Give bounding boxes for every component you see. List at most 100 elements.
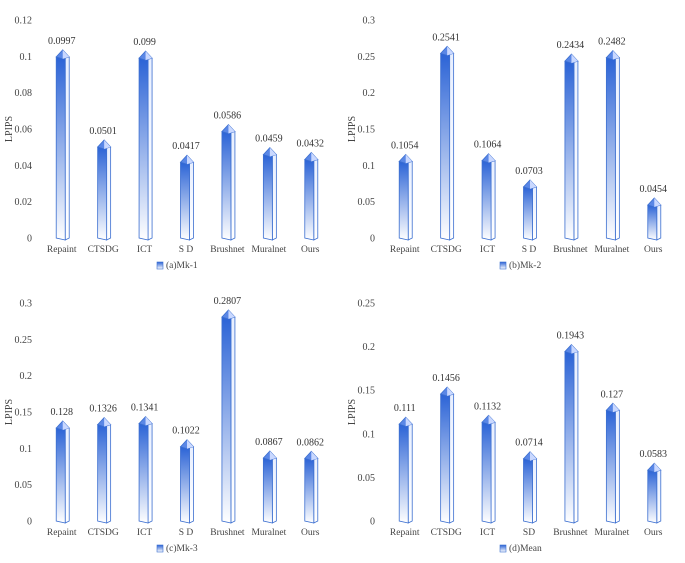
- y-tick-label: 0.15: [358, 386, 376, 397]
- y-tick-label: 0: [27, 234, 32, 245]
- bar-cap-highlight: [447, 46, 454, 56]
- bar-side: [271, 457, 277, 524]
- bar-value-label: 0.1943: [557, 331, 585, 342]
- y-tick-label: 0: [27, 517, 32, 528]
- bar-side: [313, 159, 319, 241]
- bar-cap-highlight: [654, 463, 661, 473]
- x-tick-label: Muralnet: [594, 528, 629, 538]
- x-tick-label: CTSDG: [431, 528, 462, 538]
- x-tick-label: Muralnet: [251, 528, 286, 538]
- bar-value-label: 0.0997: [48, 36, 76, 47]
- y-tick-label: 0.1: [20, 444, 33, 455]
- bar-front: [523, 186, 533, 241]
- y-tick-label: 0.3: [363, 16, 376, 27]
- x-tick-label: Ours: [644, 528, 663, 538]
- legend: (a)Mk-1: [156, 260, 198, 271]
- bar-cap: [481, 153, 496, 164]
- y-tick-label: 0.1: [20, 52, 33, 63]
- x-tick-label: Brushnet: [210, 245, 245, 255]
- bar-cap-highlight: [228, 124, 235, 134]
- y-tick-label: 0.1: [363, 429, 376, 440]
- bar: [439, 386, 455, 524]
- bar: [398, 416, 413, 524]
- y-tick-label: 0: [370, 517, 375, 528]
- bar: [55, 49, 70, 241]
- bar: [96, 139, 112, 241]
- y-tick-label: 0.04: [15, 161, 33, 172]
- bar-front: [523, 458, 533, 524]
- bar-value-label: 0.2541: [432, 32, 460, 43]
- bar-cap-highlight: [187, 155, 194, 165]
- bar-side: [532, 186, 537, 241]
- y-axis-title: LPIPS: [347, 399, 358, 425]
- bar-side: [573, 351, 579, 524]
- x-tick-label: Repaint: [390, 528, 420, 538]
- bar-front: [221, 316, 232, 524]
- chart-panel-d: LPIPS 0 0.05 0.1 0.15 0.2 0.25 0.111 Repaint 0.14…: [343, 283, 683, 563]
- bar-front: [262, 154, 273, 241]
- bar-side: [656, 204, 662, 241]
- bar: [304, 151, 319, 241]
- bar-value-label: 0.1456: [432, 373, 460, 384]
- bar-value-label: 0.1341: [131, 403, 159, 414]
- bar-side: [64, 56, 70, 241]
- bar-cap: [439, 386, 455, 397]
- bar-value-label: 0.0586: [214, 111, 242, 122]
- bar-front: [564, 351, 575, 524]
- bar-cap-highlight: [104, 139, 111, 149]
- bar-side: [490, 160, 496, 241]
- bar-cap-highlight: [269, 450, 277, 460]
- bar-front: [398, 161, 409, 241]
- bar-cap-highlight: [104, 417, 111, 427]
- bar-front: [55, 427, 66, 524]
- bar: [481, 414, 496, 524]
- bar-front: [440, 393, 451, 524]
- bar-value-label: 0.0501: [89, 126, 117, 137]
- bar-side: [106, 146, 112, 241]
- x-tick-label: Brushnet: [553, 528, 588, 538]
- bar-value-label: 0.1326: [89, 404, 117, 415]
- y-tick-label: 0.2: [363, 342, 376, 353]
- x-tick-label: ICT: [480, 528, 496, 538]
- bar-value-label: 0.127: [601, 389, 624, 400]
- bar-side: [614, 57, 620, 241]
- chart-svg-d: LPIPS 0 0.05 0.1 0.15 0.2 0.25 0.111 Repaint 0.14…: [347, 299, 667, 555]
- bar-value-label: 0.1022: [172, 426, 200, 437]
- bar: [179, 154, 195, 241]
- bar: [221, 123, 236, 241]
- bar-side: [449, 52, 455, 241]
- bar-side: [230, 316, 236, 524]
- bar-side: [271, 154, 277, 241]
- bar-side: [614, 409, 620, 524]
- y-tick-label: 0.12: [15, 16, 33, 27]
- x-tick-label: Brushnet: [210, 528, 245, 538]
- bar-side: [189, 446, 194, 524]
- bar-side: [490, 421, 496, 524]
- bar: [647, 462, 662, 524]
- bar: [262, 450, 278, 524]
- bar-cap-highlight: [488, 415, 496, 425]
- x-tick-label: Ours: [644, 245, 663, 255]
- bar: [605, 402, 621, 524]
- x-tick-label: CTSDG: [431, 245, 462, 255]
- bar-cap-highlight: [530, 179, 537, 189]
- bar-front: [55, 56, 66, 241]
- bar-value-label: 0.0417: [172, 141, 200, 152]
- y-tick-label: 0.1: [363, 161, 376, 172]
- bar-cap: [481, 414, 496, 425]
- bar-side: [532, 458, 537, 524]
- bar: [398, 153, 413, 241]
- bar-cap-highlight: [228, 310, 235, 320]
- legend: (c)Mk-3: [156, 543, 198, 554]
- bar-cap-highlight: [654, 198, 661, 208]
- bar-value-label: 0.0703: [515, 166, 543, 177]
- bar-cap-highlight: [612, 403, 620, 413]
- legend: (b)Mk-2: [499, 260, 541, 271]
- legend-label: (d)Mean: [509, 543, 542, 554]
- chart-panel-a: LPIPS 0 0.02 0.04 0.06 0.08 0.1 0.12 0.0997 Repai…: [0, 0, 340, 280]
- y-tick-label: 0.06: [15, 125, 33, 136]
- bar-value-label: 0.099: [133, 37, 156, 48]
- bar-value-label: 0.2482: [598, 37, 626, 48]
- bar: [439, 45, 455, 241]
- bar-front: [605, 409, 616, 524]
